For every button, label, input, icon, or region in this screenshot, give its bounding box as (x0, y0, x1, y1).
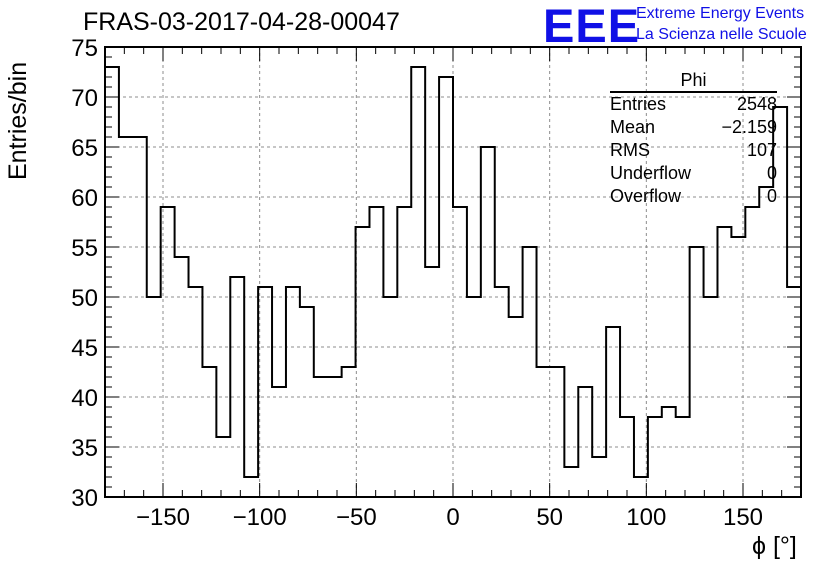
histogram-bin (175, 257, 189, 497)
logo-caption: Extreme Energy Events La Scienza nelle S… (636, 3, 807, 45)
histogram-bin (453, 207, 467, 497)
histogram-bin (314, 377, 328, 497)
histogram-bin (564, 467, 578, 497)
y-tick-label: 65 (71, 135, 98, 162)
y-tick-label: 50 (71, 285, 98, 312)
histogram-bin (578, 387, 592, 497)
stats-label: RMS (610, 140, 650, 160)
histogram-bin (467, 297, 481, 497)
stats-title: Phi (610, 70, 777, 93)
histogram-bin (731, 237, 745, 497)
histogram-bin (202, 367, 216, 497)
stats-value: 0 (766, 186, 777, 206)
histogram-bin (230, 277, 244, 497)
stats-row-underflow: Underflow 0 (610, 162, 777, 185)
histogram-bin (717, 227, 731, 497)
histogram-bin (495, 287, 509, 497)
x-tick-label: 0 (446, 504, 459, 531)
histogram-bin (300, 307, 314, 497)
histogram-bin (411, 67, 425, 497)
stats-value: 0 (766, 163, 777, 183)
stats-box: Phi Entries 2548 Mean −2.159 RMS 107 Und… (610, 70, 777, 208)
histogram-bin (634, 477, 648, 497)
histogram-bin (383, 297, 397, 497)
histogram-bin (356, 227, 370, 497)
histogram-bin (425, 267, 439, 497)
histogram-bin (133, 137, 147, 497)
histogram-bin (328, 377, 342, 497)
histogram-bin (439, 77, 453, 497)
stats-label: Entries (610, 94, 667, 114)
stats-value: 2548 (736, 94, 777, 114)
y-tick-label: 30 (71, 485, 98, 512)
histogram-bin (606, 327, 620, 497)
stats-row-rms: RMS 107 (610, 139, 777, 162)
histogram-bin (286, 287, 300, 497)
y-tick-label: 45 (71, 335, 98, 362)
histogram-bin (537, 367, 551, 497)
y-tick-label: 60 (71, 185, 98, 212)
x-tick-label: −100 (233, 504, 287, 531)
histogram-bin (550, 367, 564, 497)
histogram-bin (147, 297, 161, 497)
histogram-bin (676, 417, 690, 497)
stats-label: Mean (610, 117, 656, 137)
stats-row-mean: Mean −2.159 (610, 116, 777, 139)
stats-value: −2.159 (721, 117, 777, 137)
histogram-bin (509, 317, 523, 497)
stats-row-overflow: Overflow 0 (610, 185, 777, 208)
histogram-bin (523, 247, 537, 497)
histogram-series (105, 66, 801, 478)
histogram-bin (244, 477, 258, 497)
stats-label: Underflow (610, 163, 692, 183)
histogram-bin (787, 287, 801, 497)
histogram-bin (258, 287, 272, 497)
histogram-bin (620, 417, 634, 497)
x-tick-label: 50 (536, 504, 563, 531)
y-tick-label: 40 (71, 385, 98, 412)
histogram-bin (759, 187, 773, 497)
logo-line-1: Extreme Energy Events (636, 5, 805, 22)
eee-logo: EEE (543, 0, 641, 52)
histogram-bin (105, 67, 119, 497)
x-tick-label: 150 (723, 504, 763, 531)
histogram-bin (745, 207, 759, 497)
histogram-bin (704, 297, 718, 497)
histogram-bin (648, 417, 662, 497)
histogram-bin (272, 387, 286, 497)
run-title: FRAS-03-2017-04-28-00047 (83, 8, 400, 36)
x-tick-label: −50 (336, 504, 377, 531)
logo-line-2: La Scienza nelle Scuole (636, 26, 807, 43)
stats-value: 107 (746, 140, 777, 160)
y-axis-label: Entries/bin (4, 61, 32, 180)
y-tick-label: 35 (71, 435, 98, 462)
y-tick-label: 75 (71, 35, 98, 62)
histogram-bin (189, 287, 203, 497)
histogram-bin (342, 367, 356, 497)
histogram-bin (119, 137, 133, 497)
y-tick-label: 55 (71, 235, 98, 262)
histogram-bin (481, 147, 495, 497)
x-tick-label: 100 (626, 504, 666, 531)
stats-row-entries: Entries 2548 (610, 93, 777, 116)
x-tick-label: −150 (136, 504, 190, 531)
y-tick-label: 70 (71, 85, 98, 112)
histogram-bin (161, 207, 175, 497)
stats-label: Overflow (610, 186, 682, 206)
histogram-bin (690, 247, 704, 497)
histogram-bin (397, 207, 411, 497)
histogram-bin (369, 207, 383, 497)
histogram-bin (662, 407, 676, 497)
histogram-bin (216, 437, 230, 497)
x-axis-label: ϕ [°] (752, 532, 797, 560)
histogram-bin (592, 457, 606, 497)
